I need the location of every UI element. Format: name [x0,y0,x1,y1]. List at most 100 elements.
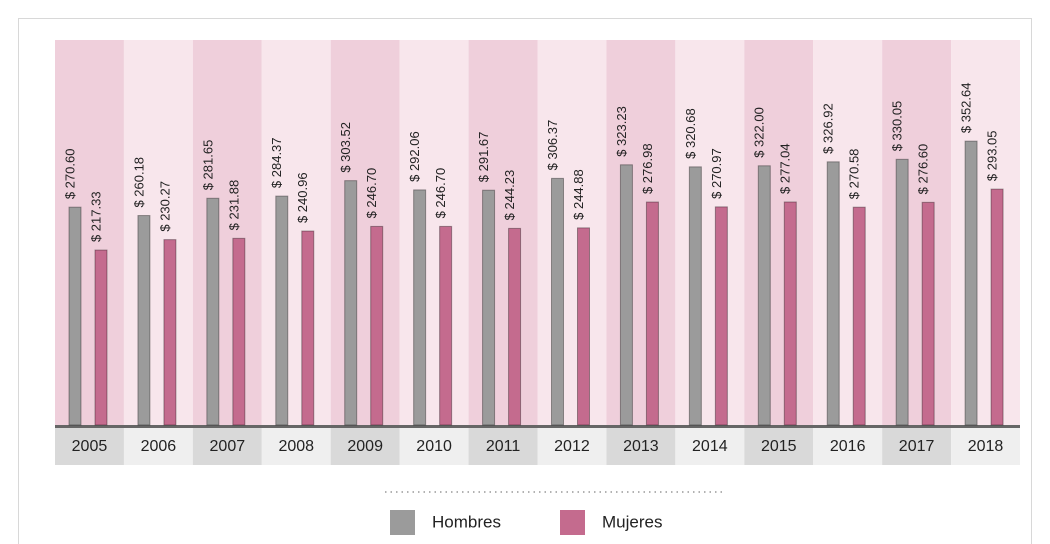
legend-label: Hombres [432,512,501,531]
bar [619,164,633,426]
category-band [399,428,469,465]
value-label: $ 323.23 [614,106,629,157]
x-tick-label: 2009 [347,438,383,455]
value-label: $ 330.05 [890,101,905,152]
bar [508,227,522,426]
x-tick-label: 2018 [968,438,1004,455]
category-band [951,428,1020,465]
column-band [123,40,193,425]
x-tick-label: 2011 [486,438,521,455]
bar [344,180,358,426]
value-label: $ 244.88 [571,169,586,220]
x-tick-label: 2013 [623,438,659,455]
value-label: $ 246.70 [433,168,448,219]
bar [852,206,866,426]
value-label: $ 244.23 [502,170,517,221]
value-label: $ 276.60 [916,144,931,195]
category-band [261,428,331,465]
bar [826,161,840,426]
column-band [261,40,331,425]
bar [482,189,496,426]
x-tick-label: 2015 [761,438,797,455]
value-label: $ 270.58 [847,149,862,200]
bar [577,227,590,426]
value-label: $ 320.68 [683,108,698,159]
bar [301,230,315,426]
value-label: $ 276.98 [640,143,655,194]
bar [921,201,935,426]
value-label: $ 270.97 [709,148,724,199]
legend-label: Mujeres [602,512,662,531]
column-band [399,40,469,425]
value-label: $ 291.67 [476,132,491,183]
bar [275,195,289,426]
value-label: $ 260.18 [131,157,146,208]
value-label: $ 326.92 [821,103,836,154]
column-band [675,40,745,425]
x-tick-label: 2005 [72,438,108,455]
bar [163,239,177,426]
bar [990,188,1004,426]
value-label: $ 303.52 [338,122,353,173]
value-label: $ 277.04 [778,143,793,194]
x-tick-label: 2010 [416,438,452,455]
category-band [537,428,607,465]
column-band [882,40,952,425]
x-tick-label: 2008 [278,438,314,455]
bar [206,197,220,426]
value-label: $ 231.88 [226,180,241,231]
bar [232,237,246,426]
category-band [55,428,124,465]
value-label: $ 246.70 [364,168,379,219]
category-band [192,428,262,465]
column-band [468,40,538,425]
bar [688,166,702,426]
column-band [606,40,676,425]
value-label: $ 240.96 [295,172,310,223]
value-label: $ 281.65 [200,140,215,191]
bar [964,140,978,426]
column-band [951,40,1020,425]
x-tick-label: 2006 [141,438,177,455]
x-tick-label: 2012 [554,438,590,455]
category-band [882,428,952,465]
column-band [192,40,262,425]
column-band [813,40,883,425]
bar [783,201,797,426]
value-label: $ 217.33 [88,191,103,242]
legend-swatch [560,510,585,535]
column-band [55,40,124,425]
bar [137,215,151,426]
value-label: $ 306.37 [545,120,560,171]
category-band [675,428,745,465]
column-band [330,40,400,425]
value-label: $ 322.00 [752,107,767,158]
bar [551,177,564,426]
value-label: $ 270.60 [62,149,77,200]
category-band [606,428,676,465]
x-tick-label: 2017 [899,438,935,455]
bar [895,158,909,426]
bar [645,201,659,426]
x-tick-label: 2014 [692,438,728,455]
x-tick-label: 2007 [210,438,246,455]
bar [68,206,82,426]
bar [714,206,728,426]
baseline [55,425,1020,428]
value-label: $ 284.37 [269,137,284,188]
bar [413,189,427,426]
value-label: $ 293.05 [985,130,1000,181]
category-band [330,428,400,465]
value-label: $ 230.27 [157,181,172,232]
category-band [813,428,883,465]
column-band [537,40,607,425]
column-band [744,40,814,425]
bar [370,225,384,426]
category-band [468,428,538,465]
bar [94,249,108,426]
value-label: $ 292.06 [407,131,422,182]
bar [439,225,453,426]
category-band [744,428,814,465]
legend-swatch [390,510,415,535]
